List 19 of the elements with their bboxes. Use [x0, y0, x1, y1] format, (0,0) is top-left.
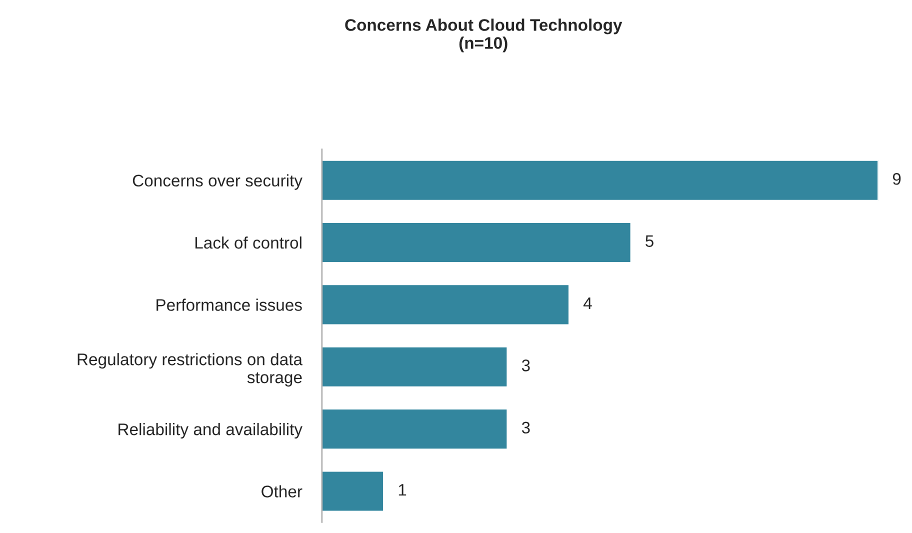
bar: [322, 408, 508, 450]
bar: [322, 222, 632, 264]
data-label: 4: [583, 298, 592, 310]
data-label: 3: [522, 422, 530, 434]
y-tick-label: Regulatory restrictions on data storage: [78, 353, 303, 387]
data-label: 1: [398, 484, 406, 496]
bar: [322, 284, 570, 326]
bar: [322, 346, 508, 388]
y-tick-label: Reliability and availability: [118, 423, 302, 439]
y-tick-label: Other: [262, 485, 302, 498]
chart-title: Concerns About Cloud Technology (n=10): [345, 18, 622, 52]
data-label: 9: [892, 173, 901, 185]
data-label: 5: [646, 235, 654, 247]
y-tick-label: Concerns over security: [132, 174, 302, 190]
bar: [322, 159, 878, 202]
bar: [322, 470, 384, 512]
y-tick-label: Performance issues: [156, 298, 302, 311]
data-label: 3: [522, 360, 530, 372]
y-tick-label: Lack of control: [195, 236, 302, 249]
